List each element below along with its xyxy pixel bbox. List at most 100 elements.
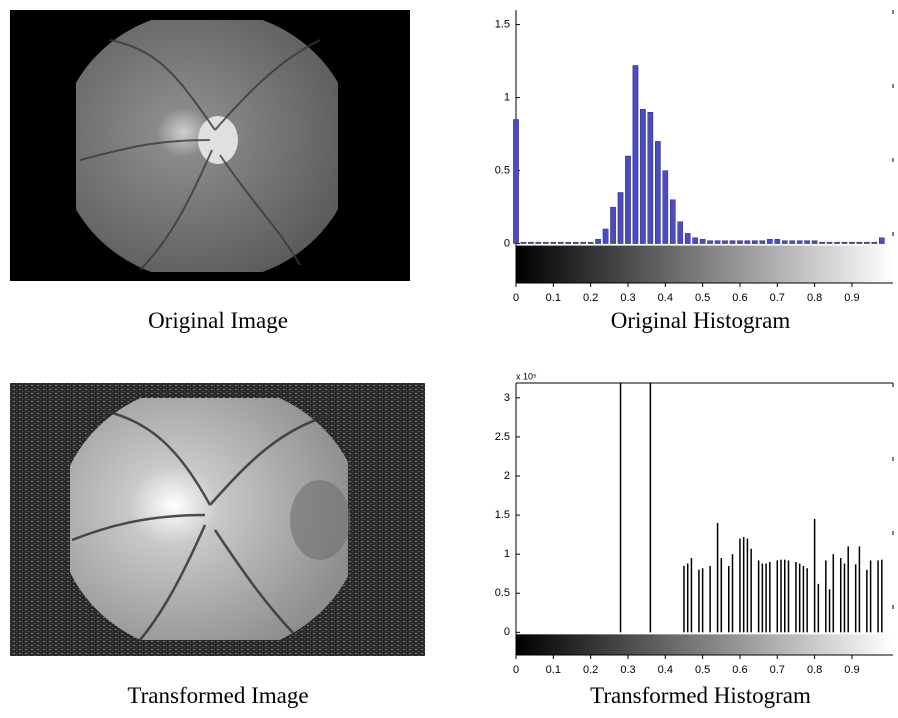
- bar: [528, 242, 533, 243]
- y-tick-label: 0: [504, 626, 510, 638]
- bar: [670, 200, 675, 244]
- bar: [833, 554, 835, 632]
- bar: [834, 242, 839, 243]
- bar: [737, 241, 742, 244]
- bar: [799, 564, 801, 633]
- bar: [543, 242, 548, 243]
- x-tick-label: 0.2: [583, 292, 598, 304]
- bar: [513, 119, 518, 243]
- bar: [709, 566, 711, 632]
- bar: [812, 241, 817, 244]
- x-tick-label: 0.9: [844, 292, 859, 304]
- bar: [750, 549, 752, 633]
- transformed-image: [10, 383, 425, 656]
- x-tick-label: 0.5: [695, 664, 710, 676]
- bar: [855, 564, 857, 632]
- x-tick-label: 0.4: [658, 664, 673, 676]
- bar: [857, 242, 862, 243]
- x-tick-label: 0.4: [658, 292, 673, 304]
- bar: [797, 241, 802, 244]
- bar: [788, 560, 790, 632]
- bar: [780, 560, 782, 633]
- bar: [588, 242, 593, 243]
- bar: [685, 233, 690, 243]
- bar: [849, 242, 854, 243]
- y-tick-label: 3: [504, 392, 510, 404]
- bar: [700, 239, 705, 243]
- chart-title: Original Histogram: [611, 308, 791, 333]
- bar: [739, 539, 741, 633]
- bar: [747, 539, 749, 633]
- bar: [859, 546, 861, 632]
- bar: [717, 523, 719, 632]
- x-tick-label: 0.7: [770, 664, 785, 676]
- y-tick-label: 1: [504, 548, 510, 560]
- bar: [803, 566, 805, 632]
- bar: [825, 560, 827, 632]
- bar: [777, 560, 779, 632]
- bar: [829, 589, 831, 632]
- bar: [866, 570, 868, 633]
- y-tick-label: 0.5: [495, 587, 510, 599]
- bar: [760, 241, 765, 244]
- bar: [765, 564, 767, 633]
- bar: [536, 242, 541, 243]
- bar: [596, 239, 601, 243]
- bar: [573, 242, 578, 243]
- bar: [693, 238, 698, 244]
- y-tick-label: 0.5: [495, 164, 510, 176]
- bar: [698, 570, 700, 633]
- x-tick-label: 0.8: [807, 292, 822, 304]
- bar: [610, 207, 615, 243]
- bar: [775, 239, 780, 243]
- x-tick-label: 0.9: [844, 664, 859, 676]
- bar: [620, 383, 622, 632]
- colorbar: [516, 246, 893, 283]
- bar: [745, 241, 750, 244]
- original-image: [10, 10, 410, 282]
- bar: [732, 554, 734, 632]
- bar: [769, 562, 771, 632]
- bar: [715, 241, 720, 244]
- bar: [782, 241, 787, 244]
- bar: [655, 141, 660, 243]
- bar: [819, 242, 824, 243]
- bar: [767, 239, 772, 243]
- bar: [678, 222, 683, 244]
- y-tick-label: 1.5: [495, 509, 510, 521]
- x-tick-label: 0.6: [732, 292, 747, 304]
- bar: [650, 383, 652, 632]
- x-tick-label: 0.6: [732, 664, 747, 676]
- image-caption: Original Image: [148, 308, 288, 333]
- colorbar: [516, 634, 893, 655]
- x-tick-label: 0.3: [620, 292, 635, 304]
- bar: [633, 65, 638, 243]
- bar: [603, 229, 608, 244]
- x-tick-label: 0.3: [620, 664, 635, 676]
- bar: [521, 242, 526, 243]
- bar: [551, 242, 556, 243]
- bar: [818, 584, 820, 632]
- bar: [864, 242, 869, 243]
- bar: [872, 242, 877, 243]
- x-tick-label: 0.2: [583, 664, 598, 676]
- bar: [847, 546, 849, 632]
- bar: [581, 242, 586, 243]
- y-tick-label: 2.5: [495, 431, 510, 443]
- bar: [758, 560, 760, 632]
- y-tick-label: 2: [504, 470, 510, 482]
- image-caption: Transformed Image: [127, 683, 308, 708]
- bar: [790, 241, 795, 244]
- chart-title: Transformed Histogram: [590, 683, 811, 708]
- x-tick-label: 0.5: [695, 292, 710, 304]
- bar: [687, 564, 689, 633]
- bar: [702, 568, 704, 632]
- bar: [762, 564, 764, 633]
- figure: Original Image Transformed Image 0 0.5 1 1.…: [0, 0, 898, 718]
- bar: [625, 156, 630, 244]
- bar: [795, 562, 797, 632]
- bar: [683, 566, 685, 632]
- bar: [566, 242, 571, 243]
- bar: [691, 558, 693, 632]
- bar: [752, 241, 757, 244]
